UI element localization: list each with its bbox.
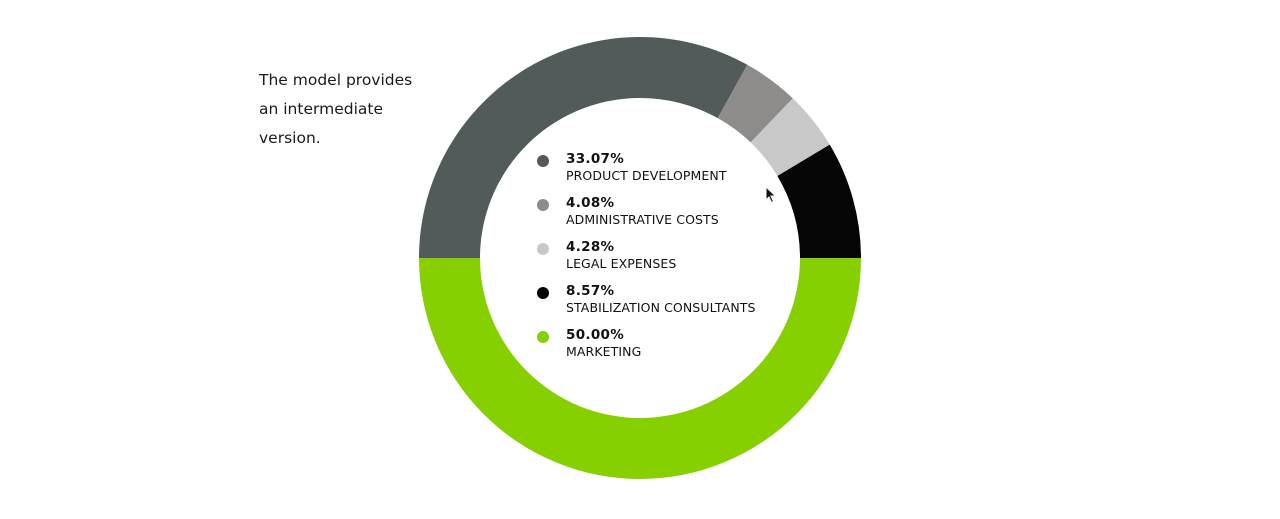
legend-item-legal-expenses: 4.28% LEGAL EXPENSES	[536, 238, 756, 282]
legend-percent: 4.28%	[566, 239, 615, 255]
intro-line: version.	[259, 129, 321, 147]
legend-percent: 4.08%	[566, 195, 615, 211]
legend-label: LEGAL EXPENSES	[566, 256, 677, 271]
donut-slice-stabilization-consultants[interactable]	[777, 144, 861, 258]
legend-item-marketing: 50.00% MARKETING	[536, 326, 756, 370]
legend-label: MARKETING	[566, 344, 642, 359]
donut-slice-legal-expenses[interactable]	[750, 98, 830, 176]
legend-item-product-development: 33.07% PRODUCT DEVELOPMENT	[536, 150, 756, 194]
legend-percent: 8.57%	[566, 283, 615, 299]
legend-label: PRODUCT DEVELOPMENT	[566, 168, 727, 183]
intro-line: The model provides	[259, 71, 413, 89]
legend-label: ADMINISTRATIVE COSTS	[566, 212, 719, 227]
intro-text: The model provides an intermediate versi…	[259, 66, 449, 153]
legend-dot	[537, 331, 549, 343]
legend-dot	[537, 155, 549, 167]
donut-slice-product-development[interactable]	[419, 36, 748, 259]
legend-label: STABILIZATION CONSULTANTS	[566, 300, 756, 315]
legend-dot	[537, 199, 549, 211]
legend-percent: 33.07%	[566, 151, 625, 167]
legend-percent: 50.00%	[566, 327, 625, 343]
legend-dot	[537, 287, 549, 299]
chart-legend: 33.07% PRODUCT DEVELOPMENT 4.08% ADMINIS…	[536, 150, 756, 370]
donut-slice-marketing[interactable]	[419, 258, 861, 479]
mouse-pointer-icon	[765, 186, 777, 204]
legend-item-stabilization-consultants: 8.57% STABILIZATION CONSULTANTS	[536, 282, 756, 326]
donut-slice-administrative-costs[interactable]	[717, 64, 793, 143]
legend-dot	[537, 243, 549, 255]
intro-line: an intermediate	[259, 100, 383, 118]
legend-item-administrative-costs: 4.08% ADMINISTRATIVE COSTS	[536, 194, 756, 238]
